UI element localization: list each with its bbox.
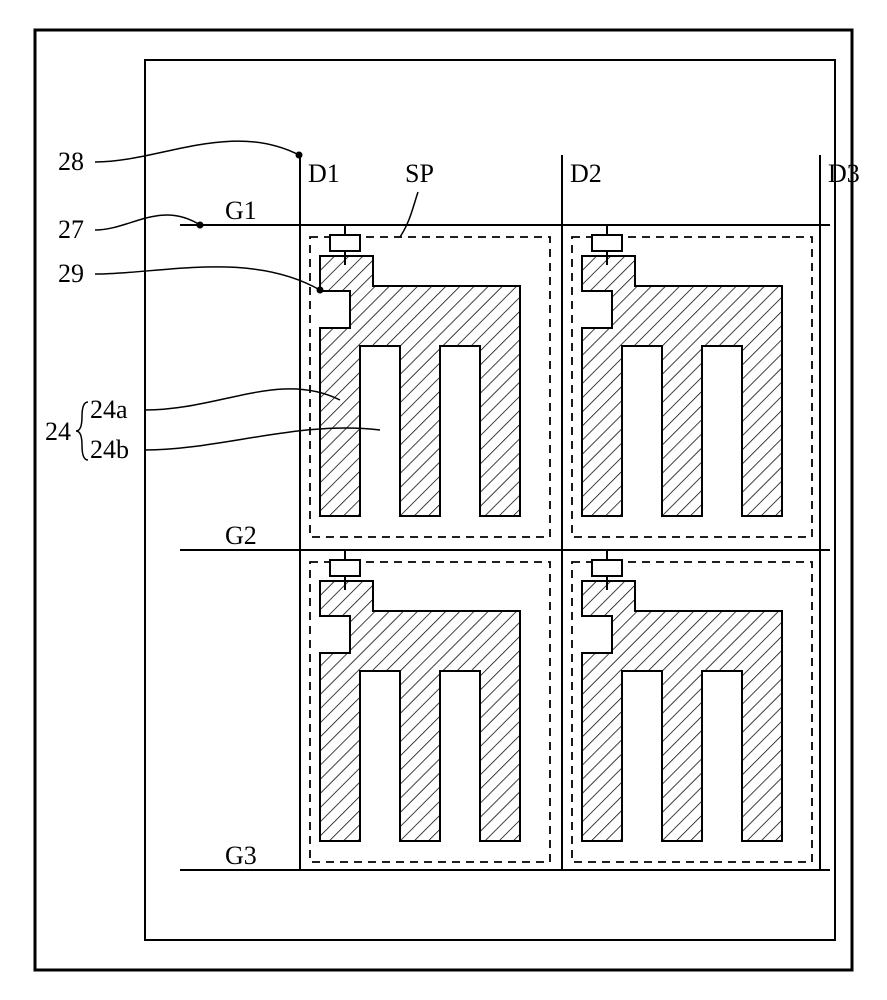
callout-dot-29 [317, 287, 324, 294]
gate-label-G2: G2 [225, 521, 257, 550]
pixel-electrode-1 [582, 256, 782, 516]
data-label-D2: D2 [570, 159, 602, 188]
callout-label-24a: 24a [90, 395, 128, 424]
data-label-D1: D1 [308, 159, 340, 188]
callout-label-29: 29 [58, 259, 84, 288]
callout-dot-28 [296, 152, 303, 159]
gate-label-G1: G1 [225, 196, 257, 225]
callout-dot-27 [197, 222, 204, 229]
pixel-electrode-3 [582, 581, 782, 841]
data-label-D3: D3 [828, 159, 860, 188]
gate-label-G3: G3 [225, 841, 257, 870]
callout-label-28: 28 [58, 147, 84, 176]
callout-label-27: 27 [58, 215, 84, 244]
callout-label-24: 24 [45, 417, 71, 446]
callout-label-24b: 24b [90, 435, 129, 464]
sp-label: SP [405, 159, 434, 188]
pixel-electrode-0 [320, 256, 520, 516]
pixel-electrode-2 [320, 581, 520, 841]
